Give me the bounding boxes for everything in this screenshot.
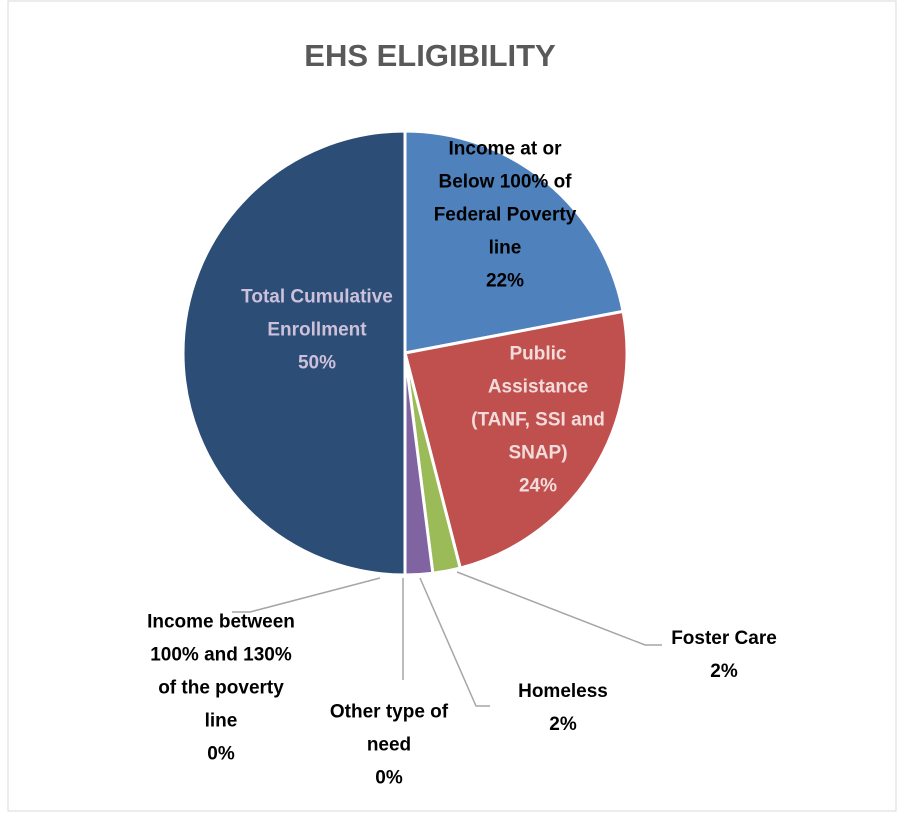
slice-value: 2% (710, 661, 738, 682)
slice-value: 22% (485, 270, 525, 292)
slice-name: Income between 100% and 130% of the pove… (147, 611, 295, 732)
data-label: Total Cumulative Enrollment 50% (237, 281, 397, 380)
slice-name: Total Cumulative Enrollment (241, 286, 393, 341)
slice-name: Public Assistance (TANF, SSI and SNAP) (471, 343, 605, 464)
leader-line (456, 571, 662, 646)
slice-name: Income at or Below 100% of Federal Pover… (433, 138, 577, 259)
pie-slice (403, 129, 625, 355)
leader-line (232, 577, 381, 613)
slice-value: 50% (297, 352, 337, 374)
slice-name: Foster Care (671, 628, 777, 649)
slice-name: Homeless (518, 681, 608, 702)
slice-name: Other type of need (329, 701, 449, 756)
pie-slice (181, 129, 407, 577)
data-label: Other type of need 0% (309, 696, 469, 795)
chart-border (7, 0, 897, 812)
data-label: Foster Care 2% (649, 622, 799, 688)
data-label: Income at or Below 100% of Federal Pover… (425, 133, 585, 298)
slice-value: 2% (549, 714, 577, 735)
data-label: Public Assistance (TANF, SSI and SNAP) 24… (458, 338, 618, 503)
slice-value: 0% (375, 767, 403, 789)
pie-slice (403, 309, 629, 570)
slice-value: 0% (207, 743, 235, 765)
data-label: Income between 100% and 130% of the pove… (146, 606, 296, 771)
data-label: Homeless 2% (498, 675, 628, 741)
chart-title: EHS ELIGIBILITY (304, 38, 556, 73)
slice-value: 24% (518, 475, 558, 497)
leader-line (419, 577, 490, 707)
